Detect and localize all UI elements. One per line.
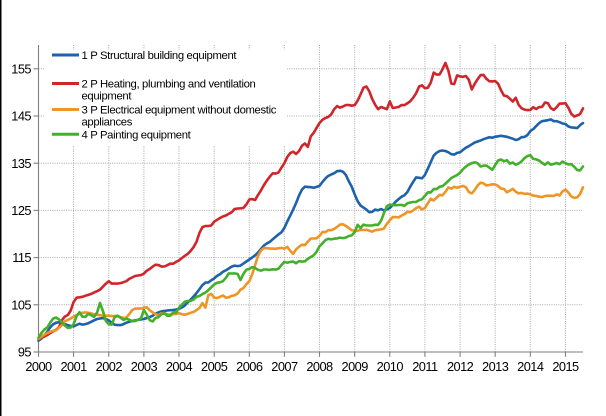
svg-text:2012: 2012 [447,359,474,374]
svg-text:105: 105 [11,297,31,312]
svg-text:2001: 2001 [60,359,87,374]
svg-text:3 P Electrical equipment witho: 3 P Electrical equipment without domesti… [82,105,277,117]
svg-text:135: 135 [11,156,31,171]
svg-text:2015: 2015 [552,359,579,374]
svg-text:2006: 2006 [236,359,263,374]
svg-text:2014: 2014 [517,359,544,374]
svg-text:equipment: equipment [82,91,133,103]
svg-text:2011: 2011 [412,359,438,374]
svg-text:1 P Structural building equipm: 1 P Structural building equipment [82,50,238,62]
svg-text:155: 155 [11,61,31,76]
svg-text:125: 125 [11,203,31,218]
svg-text:2002: 2002 [96,359,123,374]
svg-text:2 P Heating, plumbing and vent: 2 P Heating, plumbing and ventilation [82,79,256,91]
svg-text:2009: 2009 [342,359,369,374]
svg-text:2005: 2005 [201,359,228,374]
svg-text:appliances: appliances [82,117,133,129]
svg-text:2003: 2003 [131,359,158,374]
svg-text:145: 145 [11,109,31,124]
svg-text:2004: 2004 [166,359,193,374]
svg-text:2007: 2007 [271,359,298,374]
svg-text:2000: 2000 [25,359,52,374]
svg-text:115: 115 [12,250,31,265]
svg-text:2013: 2013 [482,359,509,374]
svg-text:95: 95 [18,345,32,360]
svg-text:2008: 2008 [306,359,333,374]
svg-text:2010: 2010 [377,359,404,374]
svg-text:4 P Painting equipment: 4 P Painting equipment [82,129,192,141]
